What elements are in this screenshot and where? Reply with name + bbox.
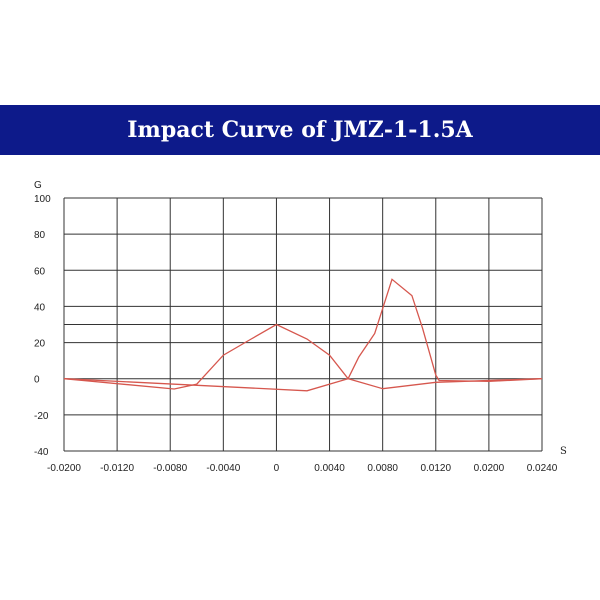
series-line-2	[63, 278, 543, 392]
series-line-1	[63, 323, 543, 390]
x-tick-label: 0.0120	[420, 463, 451, 474]
x-tick-label: 0.0200	[474, 463, 505, 474]
y-tick-label: -20	[34, 411, 49, 422]
x-tick-label: -0.0040	[206, 463, 240, 474]
y-tick-label: 60	[34, 266, 46, 277]
y-tick-label: 0	[34, 375, 40, 386]
x-axis-label: S	[560, 446, 567, 457]
y-tick-label: 100	[34, 194, 51, 205]
y-tick-label: 40	[34, 302, 46, 313]
x-tick-label: 0	[274, 463, 280, 474]
x-tick-label: -0.0120	[100, 463, 134, 474]
x-tick-label: 0.0040	[314, 463, 345, 474]
axis-labels: -0.0200 -0.0120 -0.0080 -0.0040 0 0.0040 0.008…	[34, 180, 567, 474]
y-tick-label: 20	[34, 339, 46, 350]
chart-title: Impact Curve of JMZ-1-1.5A	[127, 117, 473, 143]
title-banner: Impact Curve of JMZ-1-1.5A	[0, 105, 600, 155]
grid	[63, 197, 543, 452]
y-tick-label: 80	[34, 230, 46, 241]
x-tick-label: -0.0200	[47, 463, 81, 474]
x-tick-label: 0.0240	[527, 463, 558, 474]
series-group	[63, 278, 543, 392]
y-axis-label: G	[34, 180, 42, 191]
y-tick-label: -40	[34, 447, 49, 458]
x-tick-label: -0.0080	[153, 463, 187, 474]
x-tick-label: 0.0080	[367, 463, 398, 474]
